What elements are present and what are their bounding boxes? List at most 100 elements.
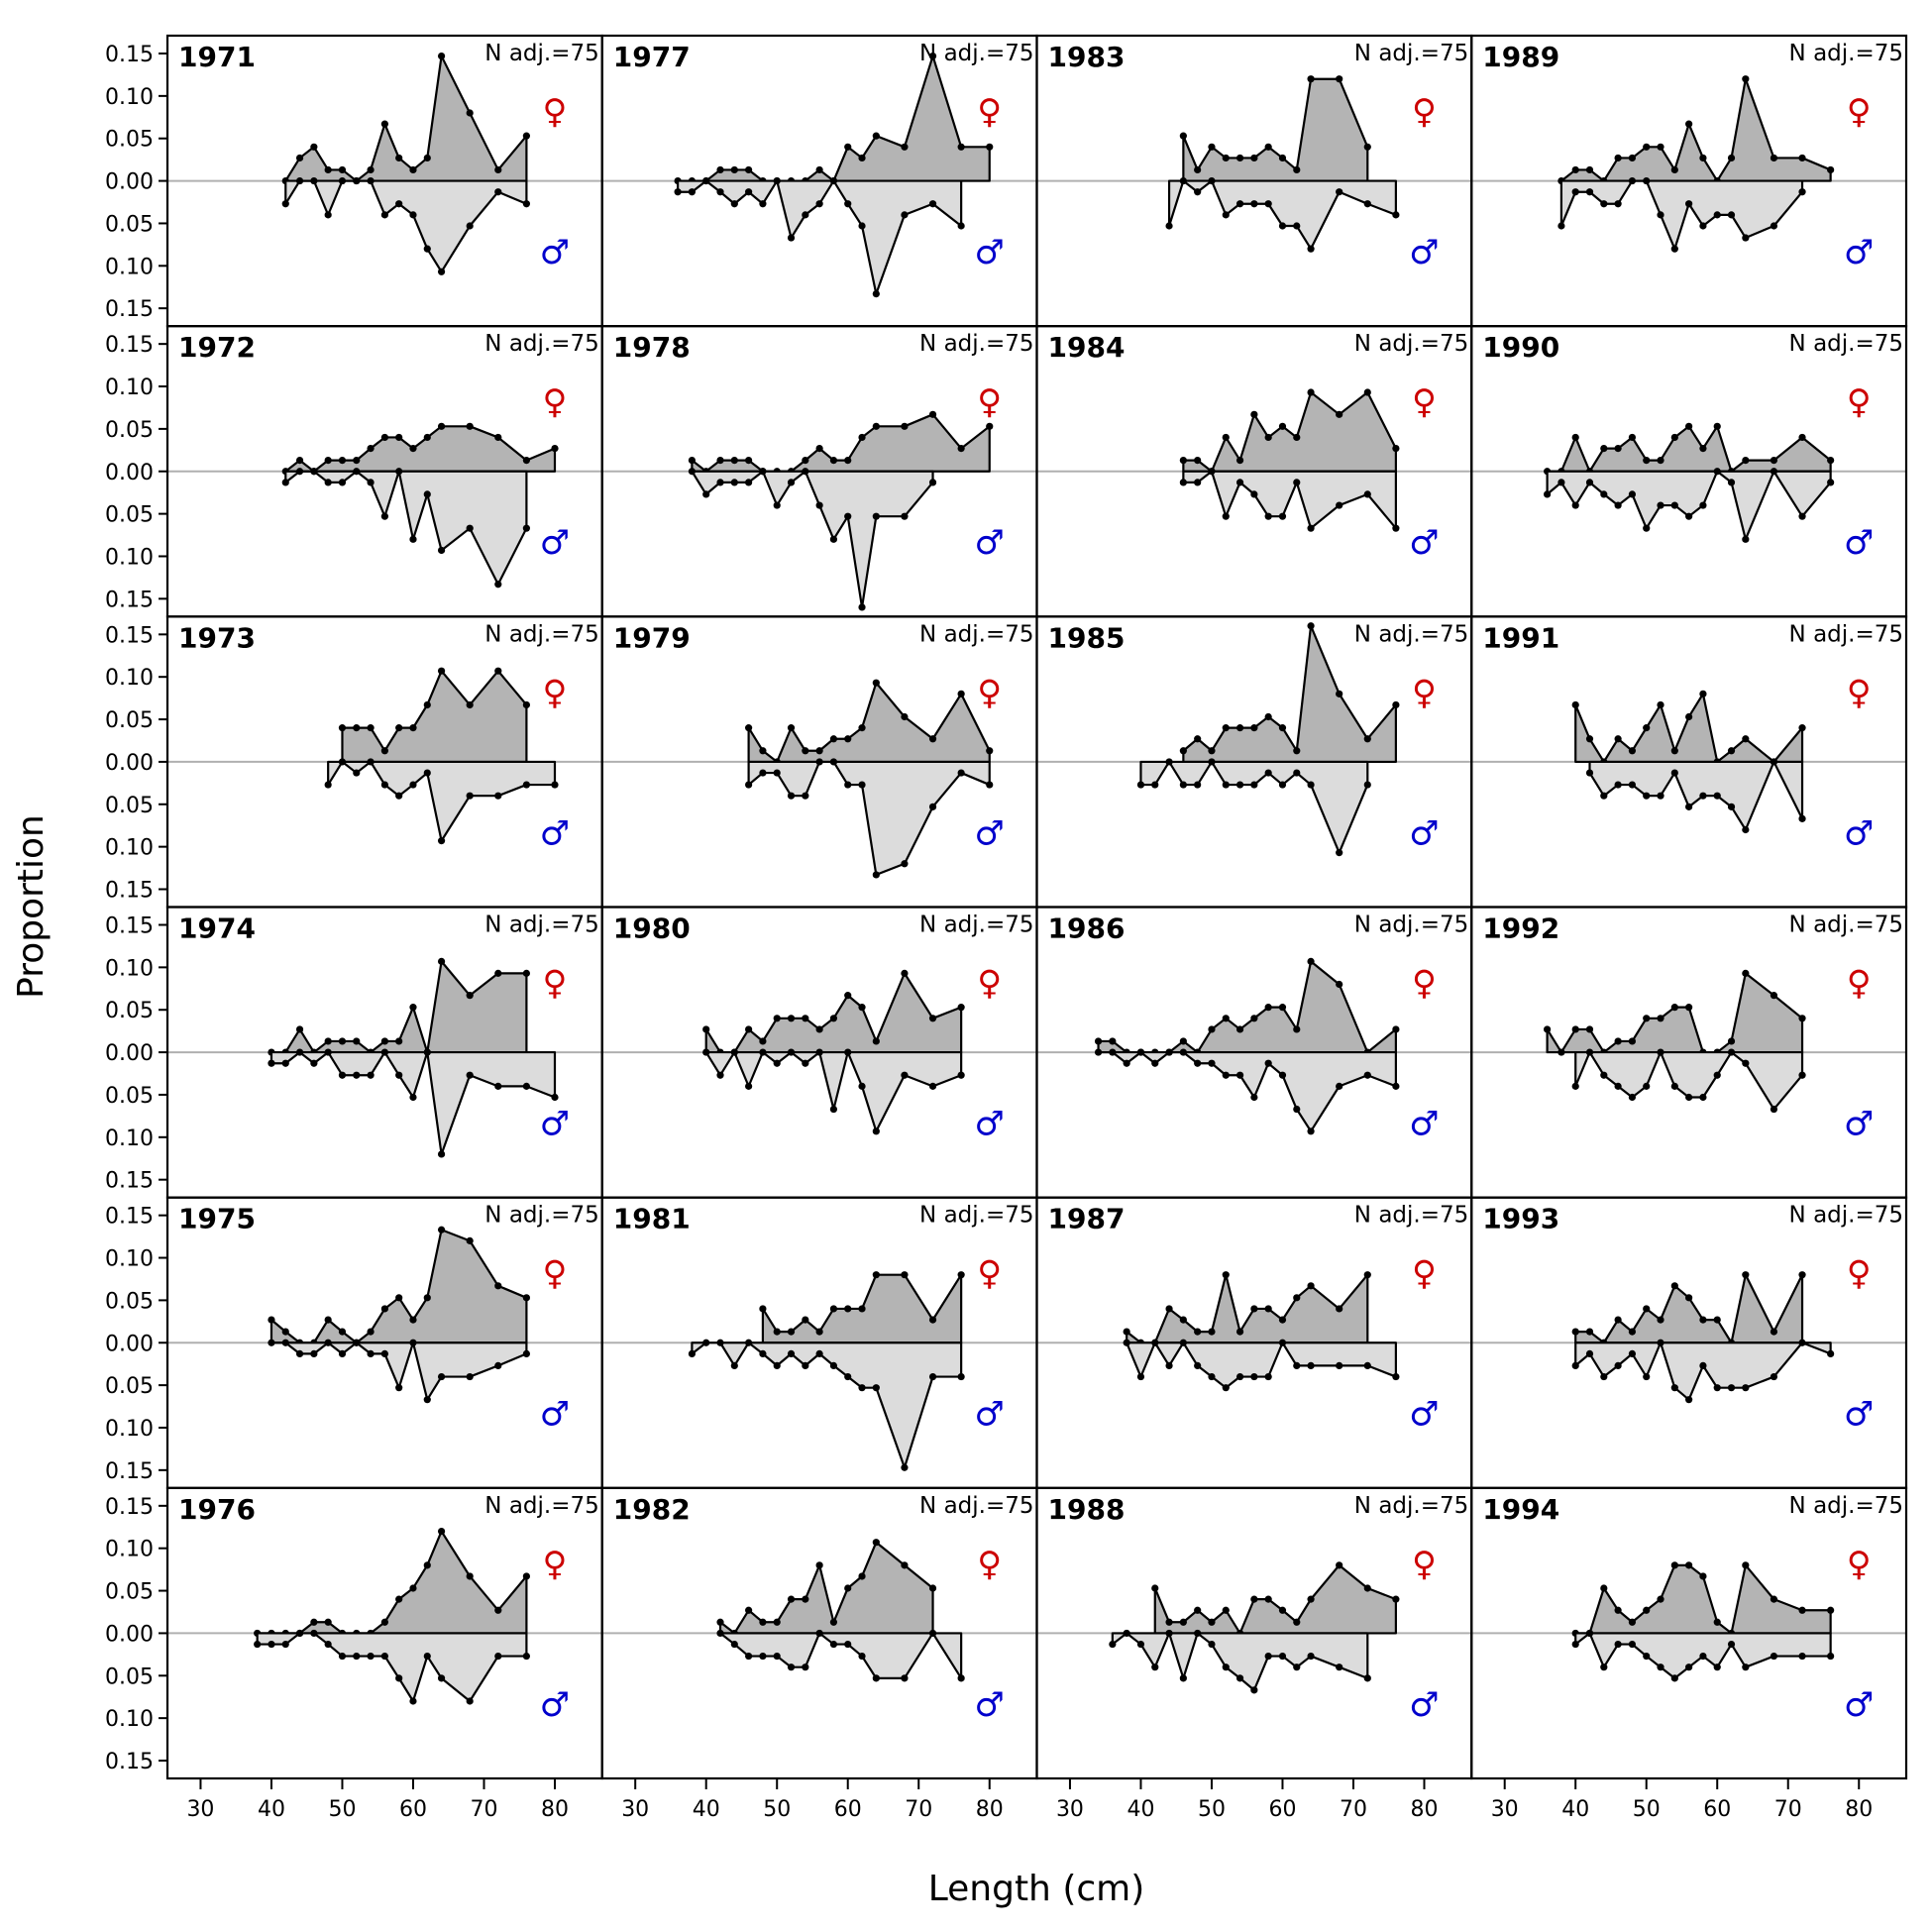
male-point: [466, 1697, 474, 1705]
male-point: [829, 758, 838, 766]
female-point: [1222, 154, 1230, 162]
male-symbol: ♂: [1844, 1105, 1874, 1144]
male-point: [423, 1652, 431, 1661]
panel-1991: 1991 N adj.=75 ♀ ♂: [1471, 621, 1906, 853]
panel-1993: 1993 N adj.=75 ♀ ♂: [1471, 1203, 1906, 1435]
female-point: [1179, 1618, 1187, 1626]
female-point: [1670, 747, 1678, 755]
male-area: [691, 1342, 963, 1469]
female-point: [1264, 1595, 1272, 1603]
male-point: [1250, 1372, 1258, 1381]
female-point: [1151, 1584, 1159, 1592]
male-point: [1685, 803, 1693, 810]
n-adj-label: N adj.=75: [1789, 1493, 1903, 1519]
female-point: [1699, 445, 1707, 453]
female-point: [1094, 1037, 1103, 1045]
female-point: [759, 747, 767, 755]
male-point: [1293, 769, 1301, 777]
male-point: [1194, 188, 1202, 196]
female-point: [494, 969, 502, 977]
female-point: [324, 165, 332, 174]
female-point: [1123, 1328, 1130, 1336]
y-tick-label: 0.00: [105, 461, 154, 485]
female-point: [1293, 1618, 1301, 1626]
y-tick-label: 0.10: [105, 1538, 154, 1562]
female-point: [844, 1584, 852, 1592]
female-point: [773, 1618, 781, 1626]
male-point: [1222, 1071, 1230, 1079]
male-point: [1109, 1048, 1117, 1056]
female-point: [759, 1618, 767, 1626]
y-tick-label: 0.15: [105, 1495, 154, 1520]
male-point: [310, 468, 318, 476]
male-point: [1614, 200, 1622, 208]
male-area: [1111, 1632, 1369, 1691]
male-point: [1585, 479, 1594, 486]
female-point: [494, 165, 502, 174]
male-point: [1614, 781, 1622, 789]
male-point: [1278, 222, 1287, 230]
male-point: [986, 781, 994, 789]
year-label: 1978: [613, 331, 691, 364]
female-point: [1742, 969, 1750, 977]
male-point: [1151, 1664, 1159, 1671]
year-label: 1979: [613, 621, 691, 654]
male-point: [324, 211, 332, 219]
female-point: [858, 433, 866, 442]
male-symbol: ♂: [1844, 1395, 1874, 1435]
male-point: [829, 176, 838, 185]
female-point: [1194, 165, 1202, 174]
male-point: [1600, 1372, 1608, 1381]
male-point: [1770, 222, 1778, 230]
female-point: [1571, 165, 1579, 174]
female-symbol: ♀: [1847, 1545, 1872, 1584]
panel-1994: 1994 N adj.=75 ♀ ♂: [1471, 1493, 1906, 1725]
male-point: [295, 1629, 304, 1638]
male-point: [1264, 200, 1272, 208]
x-tick-label: 30: [186, 1797, 214, 1822]
female-point: [324, 1618, 332, 1626]
female-point: [409, 1584, 417, 1592]
male-point: [395, 1674, 403, 1682]
female-point: [829, 735, 838, 743]
female-point: [1336, 690, 1343, 698]
male-point: [367, 758, 375, 766]
female-point: [1179, 747, 1187, 755]
female-point: [1614, 1606, 1622, 1614]
female-point: [787, 1015, 796, 1022]
female-point: [295, 1025, 304, 1033]
female-symbol: ♀: [1412, 382, 1437, 422]
female-point: [1770, 992, 1778, 1000]
female-point: [1336, 1561, 1343, 1569]
male-point: [1278, 1339, 1287, 1346]
male-point: [380, 1048, 388, 1056]
male-point: [773, 1652, 781, 1661]
female-point: [437, 422, 446, 430]
y-tick-label: 0.15: [105, 914, 154, 939]
female-point: [1293, 1294, 1301, 1302]
female-symbol: ♀: [977, 92, 1002, 132]
male-point: [1827, 1349, 1835, 1357]
female-point: [1685, 1294, 1693, 1302]
female-point: [367, 165, 375, 174]
male-point: [1208, 176, 1216, 185]
male-point: [1179, 781, 1187, 789]
year-label: 1971: [178, 41, 256, 73]
male-point: [466, 524, 474, 532]
female-point: [1307, 957, 1315, 965]
male-point: [1614, 1082, 1622, 1090]
x-axis-title: Length (cm): [928, 1869, 1145, 1909]
year-label: 1973: [178, 621, 256, 654]
panel-1989: 1989 N adj.=75 ♀ ♂: [1471, 41, 1906, 272]
male-point: [1742, 825, 1750, 834]
male-point: [829, 1105, 838, 1114]
male-point: [268, 1059, 275, 1067]
male-point: [1643, 1652, 1651, 1661]
female-point: [1179, 132, 1187, 140]
x-tick-label: 80: [1845, 1797, 1873, 1822]
female-point: [1235, 1025, 1244, 1033]
female-point: [1798, 1606, 1806, 1614]
female-point: [1179, 1037, 1187, 1045]
female-symbol: ♀: [1412, 964, 1437, 1004]
male-symbol: ♂: [540, 813, 570, 853]
